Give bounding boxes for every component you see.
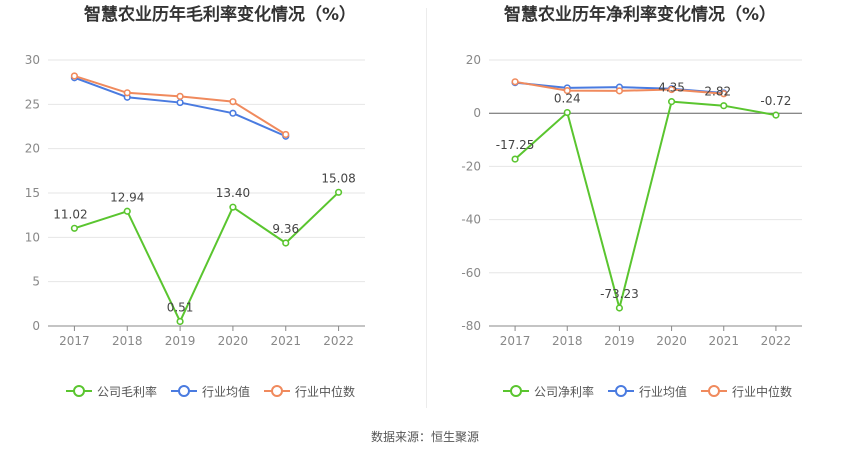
net-margin-legend: 公司净利率 行业均值 行业中位数: [503, 380, 806, 402]
y-tick-label: 5: [32, 275, 40, 289]
y-tick-label: 30: [25, 53, 40, 67]
y-tick-label: 20: [25, 142, 40, 156]
legend-marker-icon: [608, 384, 635, 398]
data-point: [667, 85, 676, 94]
y-tick-label: -80: [461, 319, 481, 333]
data-label: -0.72: [760, 94, 791, 108]
data-point: [563, 108, 571, 117]
x-tick-label: 2017: [500, 334, 531, 348]
y-tick-label: -60: [461, 266, 481, 280]
x-tick-label: 2018: [112, 334, 143, 348]
data-point: [511, 78, 519, 86]
series-line: [514, 100, 777, 309]
data-point: [70, 72, 79, 80]
data-point: [176, 92, 184, 100]
data-point: [615, 304, 624, 312]
x-tick-label: 2018: [552, 334, 583, 348]
legend-item-company-gross-margin[interactable]: 公司毛利率: [66, 383, 157, 400]
data-point: [334, 188, 343, 196]
data-point: [511, 155, 519, 163]
net-margin-chart: -80 -60 -40 -20 0 20 2017 2018 2019 2020 2021 2022 -…: [461, 53, 802, 348]
data-point: [282, 130, 290, 139]
net-margin-chart-title: 智慧农业历年净利率变化情况（%）: [503, 5, 777, 25]
x-tick-label: 2019: [604, 334, 635, 348]
legend-marker-icon: [701, 384, 728, 398]
gross-margin-chart-title: 智慧农业历年毛利率变化情况（%）: [83, 5, 357, 25]
x-tick-label: 2021: [708, 334, 739, 348]
legend-item-industry-mean[interactable]: 行业均值: [608, 383, 687, 400]
legend-marker-icon: [264, 384, 291, 398]
legend-label: 行业均值: [202, 384, 251, 399]
y-tick-label: 0: [473, 106, 481, 120]
data-point: [720, 90, 728, 98]
gross-margin-legend: 公司毛利率 行业均值 行业中位数: [66, 380, 369, 402]
legend-label: 行业中位数: [295, 384, 356, 399]
y-tick-label: 10: [25, 230, 40, 244]
data-label: 15.08: [321, 171, 355, 185]
data-point: [123, 207, 131, 215]
x-tick-label: 2021: [270, 334, 301, 348]
series-line: [74, 191, 340, 323]
data-label: 11.02: [53, 207, 87, 221]
data-point: [123, 89, 131, 97]
data-point: [229, 98, 237, 106]
panel-divider: [426, 8, 427, 408]
data-label: 4.35: [658, 81, 685, 95]
data-label: -17.25: [496, 138, 535, 152]
x-tick-label: 2019: [165, 334, 196, 348]
data-point: [772, 111, 780, 119]
data-point: [667, 98, 676, 106]
data-point: [563, 86, 571, 95]
legend-label: 公司毛利率: [97, 384, 158, 399]
y-tick-label: 15: [25, 186, 40, 200]
data-label: 0.24: [554, 92, 581, 106]
legend-marker-icon: [66, 384, 92, 398]
x-tick-label: 2022: [761, 334, 792, 348]
y-tick-label: -20: [461, 159, 481, 173]
x-tick-label: 2022: [323, 334, 354, 348]
y-tick-label: 25: [25, 97, 40, 111]
data-label: 2.82: [704, 85, 731, 99]
legend-marker-icon: [503, 384, 529, 398]
data-label: 9.36: [272, 222, 299, 236]
gross-margin-chart: 0 5 10 15 20 25 30 2017 2018 2019 2020 2021 2022 11.0…: [25, 53, 365, 348]
data-label: -73.23: [600, 287, 639, 301]
x-tick-label: 2020: [656, 334, 687, 348]
y-tick-label: 0: [32, 319, 40, 333]
data-source-note: 数据来源：恒生聚源: [370, 430, 479, 444]
x-tick-label: 2020: [218, 334, 249, 348]
legend-item-industry-mean[interactable]: 行业均值: [171, 383, 250, 400]
data-point: [70, 224, 79, 232]
data-label: 13.40: [216, 186, 250, 200]
legend-item-industry-median[interactable]: 行业中位数: [701, 383, 792, 400]
y-tick-label: 20: [466, 53, 481, 67]
data-point: [229, 109, 237, 117]
legend-item-company-net-margin[interactable]: 公司净利率: [503, 383, 594, 400]
y-tick-label: -40: [461, 213, 481, 227]
legend-label: 公司净利率: [534, 384, 595, 399]
legend-marker-icon: [171, 384, 198, 398]
data-point: [282, 239, 290, 247]
data-point: [615, 87, 624, 95]
data-label: 0.51: [167, 300, 194, 314]
legend-label: 行业均值: [639, 384, 688, 399]
legend-item-industry-median[interactable]: 行业中位数: [264, 383, 355, 400]
data-point: [720, 102, 728, 110]
data-label: 12.94: [110, 190, 144, 204]
x-tick-label: 2017: [59, 334, 90, 348]
legend-label: 行业中位数: [732, 384, 793, 399]
data-point: [176, 317, 184, 326]
data-point: [229, 203, 237, 211]
